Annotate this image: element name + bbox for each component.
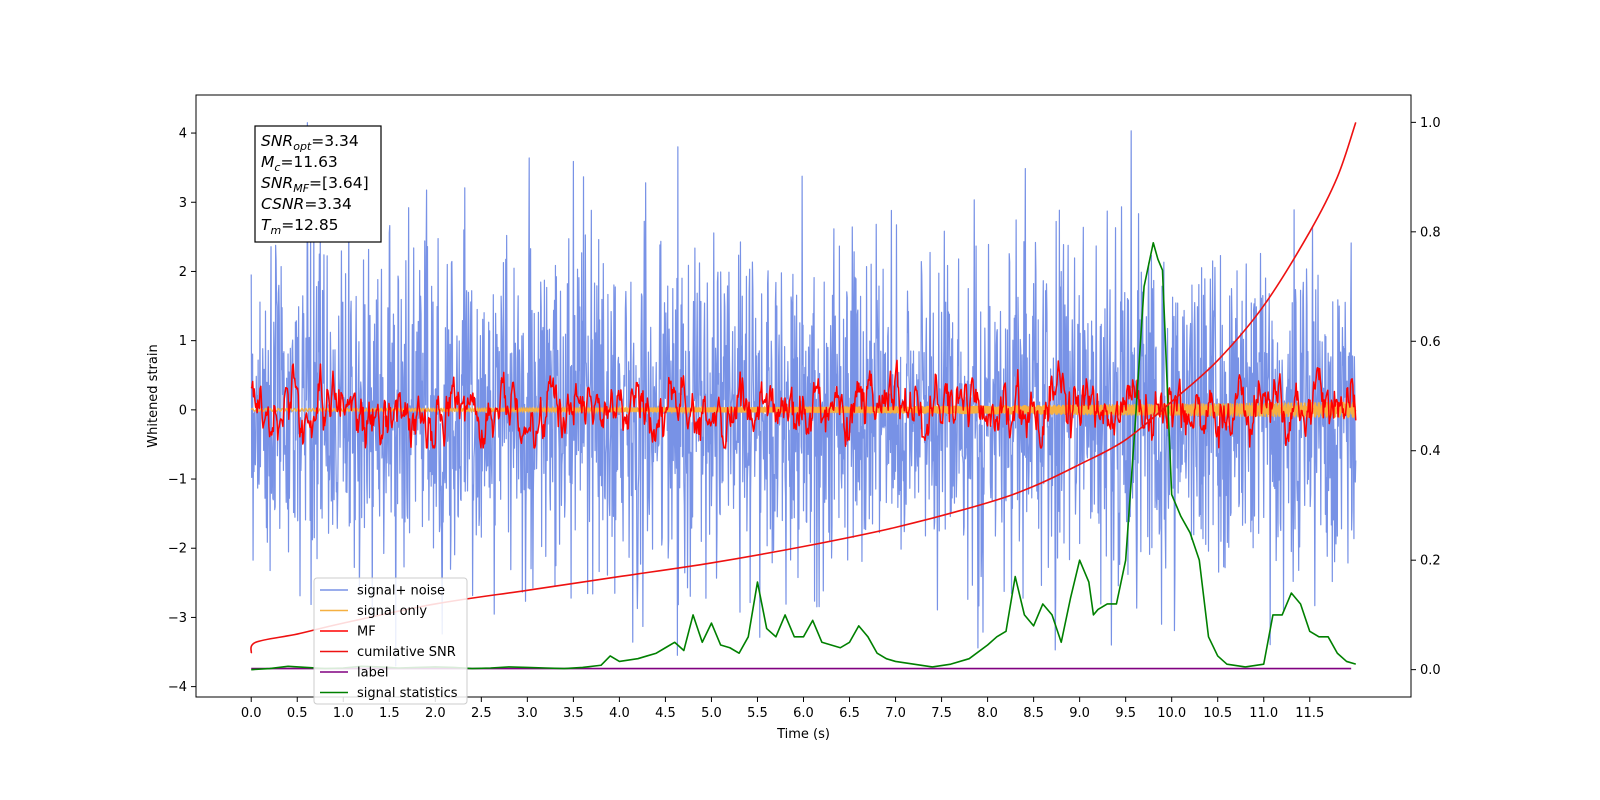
- annotation-value: =12.85: [281, 216, 338, 234]
- annotation-symbol: T: [261, 216, 272, 234]
- x-axis: 0.0 0.5 1.0 1.5 2.0 2.5 3.0 3.5 4.0 4.5 5.0 5.5 6.0 6…: [241, 697, 1324, 721]
- x-tick-label: 9.0: [1069, 706, 1090, 721]
- y-axis-left: −4 −3 −2 −1 0 1 2 3 4: [168, 127, 196, 695]
- legend-entry: MF: [357, 625, 376, 640]
- x-tick-label: 3.5: [563, 706, 584, 721]
- y-tick-label: −2: [168, 542, 187, 557]
- mf-layer: [250, 359, 1357, 449]
- y2-tick-label: 0.8: [1420, 225, 1441, 240]
- series-signal-statistics: [251, 241, 1356, 671]
- y-axis-right: 0.0 0.2 0.4 0.6 0.8 1.0: [1411, 116, 1441, 678]
- x-tick-label: 8.5: [1023, 706, 1044, 721]
- annotation-frame: [254, 125, 382, 243]
- x-tick-label: 3.0: [517, 706, 538, 721]
- y2-tick-label: 0.4: [1420, 444, 1441, 459]
- y2-tick-label: 0.2: [1420, 554, 1441, 569]
- x-tick-label: 5.5: [747, 706, 768, 721]
- legend-entry: signal statistics: [357, 686, 458, 701]
- annotation-line: Mc=11.63: [261, 153, 338, 174]
- legend-entry: signal only: [357, 604, 427, 619]
- annotation-value: =3.34: [311, 132, 359, 150]
- legend-frame: [313, 577, 468, 705]
- y2-tick-label: 1.0: [1420, 116, 1441, 131]
- y-tick-label: 2: [179, 265, 187, 280]
- x-tick-label: 11.0: [1249, 706, 1278, 721]
- annotation-value: =11.63: [280, 153, 337, 171]
- x-tick-label: 4.5: [655, 706, 676, 721]
- annotation-subscript: c: [274, 161, 280, 174]
- annotation-subscript: MF: [293, 182, 309, 195]
- x-tick-label: 0.5: [287, 706, 308, 721]
- y2-tick-label: 0.0: [1420, 663, 1441, 678]
- x-tick-label: 10.5: [1203, 706, 1232, 721]
- legend-entry: signal+ noise: [357, 584, 445, 599]
- y-tick-label: 4: [179, 127, 187, 142]
- annotation-line: SNRopt=3.34: [261, 132, 359, 153]
- annotation-symbol: M: [261, 153, 274, 171]
- x-tick-label: 1.0: [333, 706, 354, 721]
- annotation-subscript: opt: [293, 140, 312, 153]
- annotation-symbol: SNR: [261, 174, 293, 192]
- x-tick-label: 6.5: [839, 706, 860, 721]
- y-tick-label: −4: [168, 680, 187, 695]
- y-axis-label: Whitened strain: [146, 344, 161, 447]
- annotation-subscript: m: [270, 224, 281, 237]
- series-signal-noise: [250, 122, 1357, 667]
- x-tick-label: 11.5: [1295, 706, 1324, 721]
- annotation-box: SNRopt=3.34Mc=11.63SNRMF=[3.64]CSNR=3.34…: [254, 125, 382, 243]
- x-tick-label: 2.5: [471, 706, 492, 721]
- y-tick-label: 3: [179, 196, 187, 211]
- series-mf: [250, 359, 1357, 449]
- y-tick-label: −3: [168, 611, 187, 626]
- annotation-line: CSNR=3.34: [261, 195, 352, 213]
- x-tick-label: 2.0: [425, 706, 446, 721]
- y-tick-label: −1: [168, 473, 187, 488]
- annotation-value: =[3.64]: [309, 174, 369, 192]
- annotation-symbol: CSNR: [261, 195, 304, 213]
- annotation-symbol: SNR: [261, 132, 293, 150]
- annotation-value: =3.34: [304, 195, 352, 213]
- legend[interactable]: signal+ noise signal only MF cumilative SNR…: [313, 577, 468, 705]
- annotation-line: Tm=12.85: [261, 216, 339, 237]
- x-tick-label: 0.0: [241, 706, 262, 721]
- x-tick-label: 5.0: [701, 706, 722, 721]
- x-tick-label: 10.0: [1157, 706, 1186, 721]
- y2-tick-label: 0.6: [1420, 335, 1441, 350]
- legend-entry: cumilative SNR: [357, 645, 456, 660]
- x-axis-label: Time (s): [776, 727, 830, 742]
- x-tick-label: 9.5: [1115, 706, 1136, 721]
- y-tick-label: 1: [179, 334, 187, 349]
- noise-layer: [250, 122, 1357, 667]
- x-tick-label: 8.0: [977, 706, 998, 721]
- x-tick-label: 7.0: [885, 706, 906, 721]
- x-tick-label: 1.5: [379, 706, 400, 721]
- x-tick-label: 6.0: [793, 706, 814, 721]
- annotation-line: SNRMF=[3.64]: [261, 174, 369, 195]
- x-tick-label: 4.0: [609, 706, 630, 721]
- y-tick-label: 0: [179, 403, 187, 418]
- x-tick-label: 7.5: [931, 706, 952, 721]
- legend-entry: label: [357, 666, 388, 681]
